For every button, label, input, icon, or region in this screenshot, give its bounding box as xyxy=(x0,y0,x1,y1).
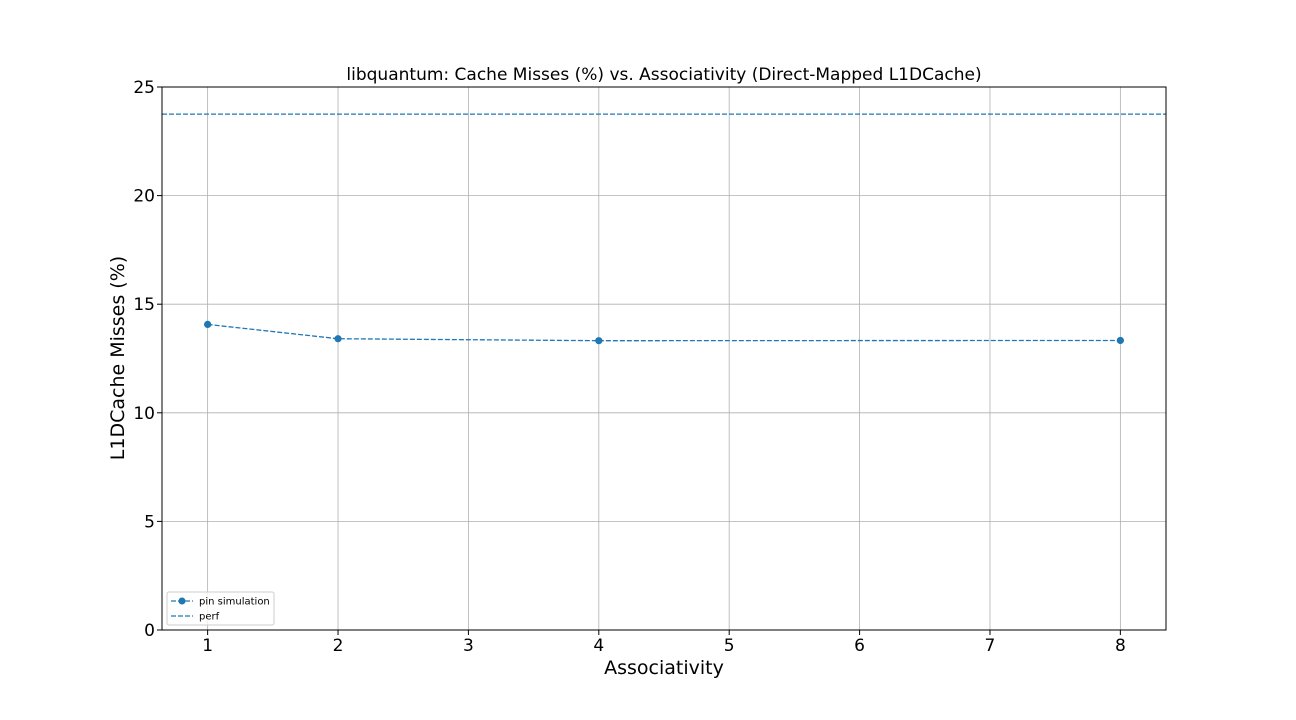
y-axis: 0 5 10 15 20 25 xyxy=(133,78,162,641)
x-tick-label: 5 xyxy=(724,636,735,656)
y-axis-label: L1DCache Misses (%) xyxy=(107,256,129,460)
x-axis-label: Associativity xyxy=(604,657,724,679)
y-tick-label: 10 xyxy=(133,404,155,424)
y-tick-label: 20 xyxy=(133,187,155,207)
x-tick-label: 3 xyxy=(463,636,474,656)
y-tick-label: 0 xyxy=(144,621,155,641)
series-line-pin-simulation xyxy=(207,323,1121,342)
legend-label-perf: perf xyxy=(199,612,220,623)
grid-lines xyxy=(162,86,1166,631)
data-point-pin-simulation xyxy=(334,335,342,343)
data-point-pin-simulation xyxy=(204,320,212,328)
y-tick-label: 5 xyxy=(144,512,155,532)
chart-title: libquantum: Cache Misses (%) vs. Associa… xyxy=(346,65,981,85)
x-axis: 1 2 3 4 5 6 7 8 xyxy=(202,630,1126,656)
y-tick-label: 25 xyxy=(133,78,155,98)
x-tick-label: 8 xyxy=(1115,636,1126,656)
data-point-pin-simulation xyxy=(1116,336,1124,345)
legend-marker-pin-simulation xyxy=(178,597,186,605)
x-tick-label: 6 xyxy=(854,636,865,656)
y-tick-label: 15 xyxy=(133,295,155,315)
legend-label-pin-simulation: pin simulation xyxy=(199,597,270,608)
plot-series xyxy=(162,113,1166,345)
x-tick-label: 1 xyxy=(202,636,213,656)
x-tick-label: 7 xyxy=(985,636,996,656)
legend-box xyxy=(166,591,275,626)
legend: pin simulation perf xyxy=(166,591,275,626)
plot-area xyxy=(161,86,1167,631)
data-point-pin-simulation xyxy=(595,337,603,345)
x-tick-label: 4 xyxy=(593,636,604,656)
x-tick-label: 2 xyxy=(333,636,344,656)
